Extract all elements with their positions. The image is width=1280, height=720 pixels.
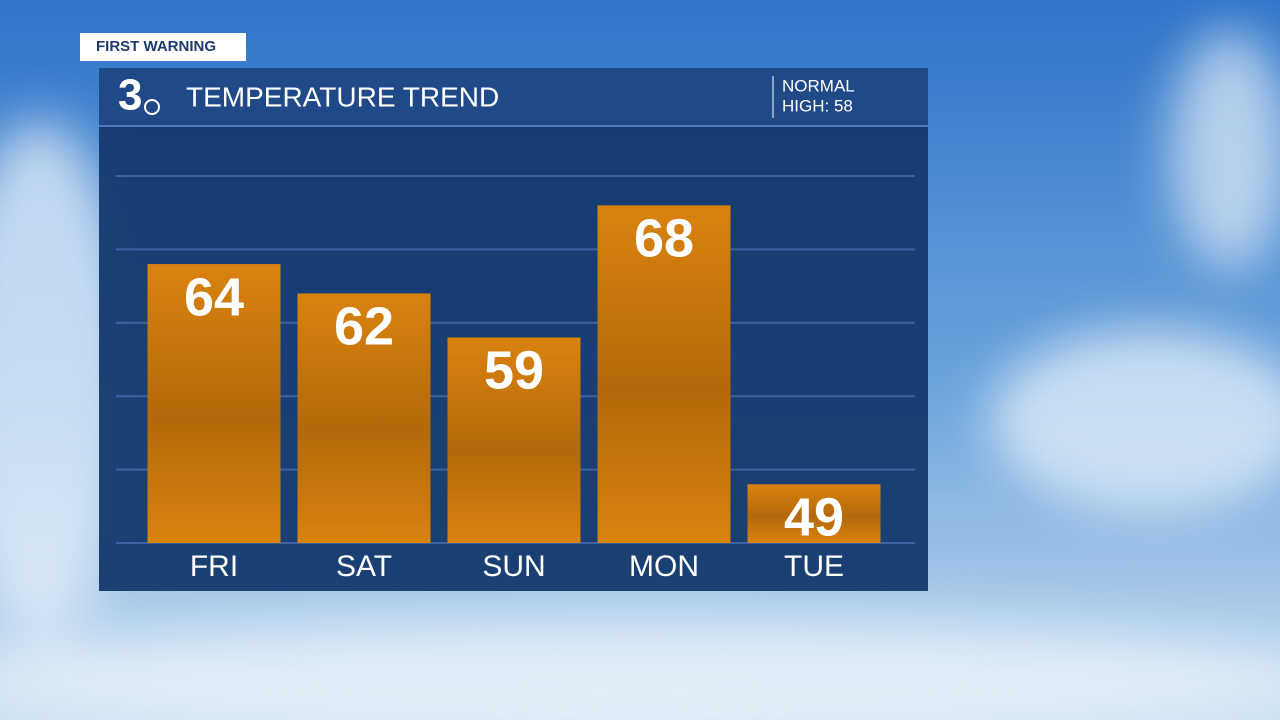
value-label: 62: [334, 297, 394, 357]
bar: [147, 264, 281, 543]
value-label: 68: [634, 209, 694, 269]
badge: FIRST WARNING: [96, 38, 216, 55]
chart-title: TEMPERATURE TREND: [186, 81, 499, 112]
annotation: HIGH: 58: [782, 96, 853, 115]
value-label: 59: [484, 341, 544, 401]
x-tick-label: FRI: [190, 550, 238, 583]
value-label: 49: [784, 488, 844, 548]
x-tick-label: SUN: [482, 550, 545, 583]
bar: [297, 293, 431, 543]
value-label: 64: [184, 267, 244, 327]
bar: [597, 205, 731, 544]
x-tick-label: SAT: [336, 550, 392, 583]
logo: 3: [118, 71, 142, 120]
header-bar: [99, 68, 928, 126]
annotation: NORMAL: [782, 76, 855, 95]
bar: [747, 484, 881, 543]
x-tick-label: MON: [629, 550, 699, 583]
badge-box: [80, 33, 246, 61]
clouds: [0, 30, 1280, 720]
x-tick-label: TUE: [784, 550, 844, 583]
bar: [447, 337, 581, 543]
logo-eye: [144, 99, 160, 115]
